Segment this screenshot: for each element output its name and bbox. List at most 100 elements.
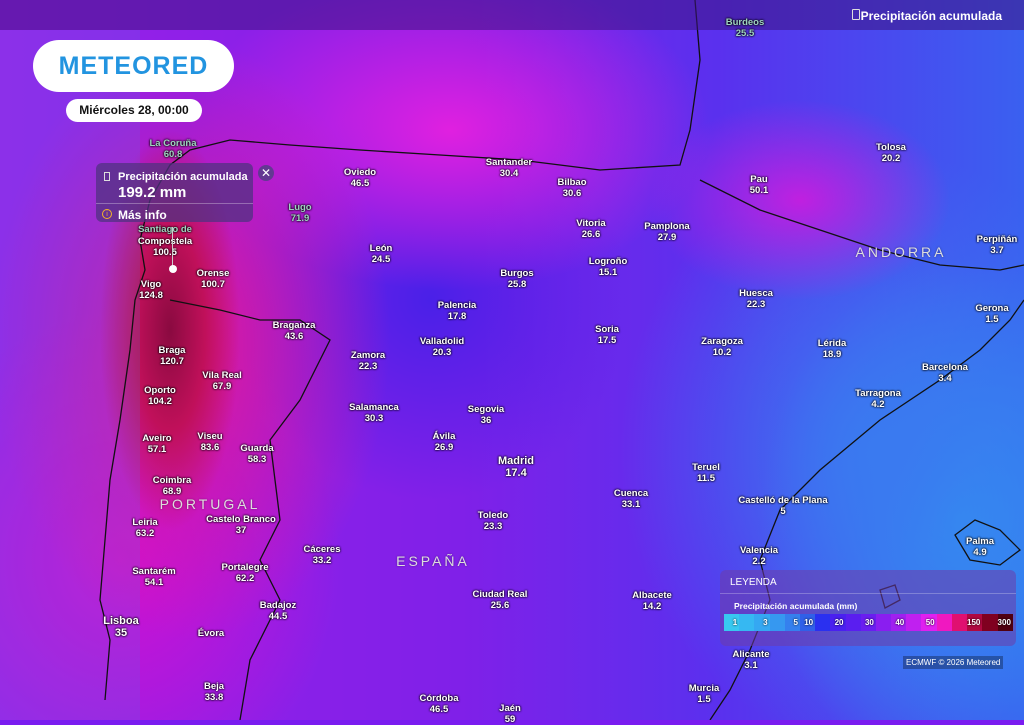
city-name: Santarém xyxy=(132,566,176,577)
city-value: 30.4 xyxy=(499,168,519,179)
more-info-link[interactable]: Más info xyxy=(118,208,167,222)
city-label[interactable]: Évora xyxy=(198,628,224,639)
city-label[interactable]: Alicante 3.1 xyxy=(733,649,770,671)
city-label[interactable]: Palma 4.9 xyxy=(966,536,994,558)
city-name: Orense xyxy=(196,268,230,279)
city-label[interactable]: Lugo 71.9 xyxy=(288,202,311,224)
divider xyxy=(96,203,253,204)
city-label[interactable]: Logroño 15.1 xyxy=(589,256,628,278)
city-label[interactable]: Perpiñán 3.7 xyxy=(977,234,1018,256)
city-name: Barcelona xyxy=(922,362,968,373)
city-label[interactable]: Cuenca 33.1 xyxy=(614,488,648,510)
city-label[interactable]: Ávila 26.9 xyxy=(433,431,456,453)
city-label[interactable]: Aveiro 57.1 xyxy=(142,433,171,455)
country-label: ANDORRA xyxy=(855,244,947,260)
city-label[interactable]: Coimbra 68.9 xyxy=(153,475,192,497)
city-label[interactable]: Lisboa 35 xyxy=(103,615,138,639)
location-pin[interactable] xyxy=(169,265,177,273)
city-label[interactable]: Santander 30.4 xyxy=(486,157,532,179)
date-selector[interactable]: Miércoles 28, 00:00 xyxy=(66,99,202,122)
city-label[interactable]: Vigo 124.8 xyxy=(139,279,163,301)
city-name: La Coruña xyxy=(149,138,197,149)
city-name: Jaén xyxy=(499,703,521,714)
city-label[interactable]: Zaragoza 10.2 xyxy=(701,336,743,358)
city-label[interactable]: Vitoria 26.6 xyxy=(576,218,605,240)
city-label[interactable]: Braga 120.7 xyxy=(159,345,186,367)
city-label[interactable]: León 24.5 xyxy=(370,243,393,265)
city-label[interactable]: Toledo 23.3 xyxy=(478,510,508,532)
city-name: Pau xyxy=(750,174,768,185)
city-label[interactable]: Segovia 36 xyxy=(468,404,504,426)
city-label[interactable]: Burdeos 25.5 xyxy=(726,17,765,39)
city-label[interactable]: Murcia 1.5 xyxy=(689,683,720,705)
city-label[interactable]: Burgos 25.8 xyxy=(500,268,533,290)
city-name: Valladolid xyxy=(419,336,465,347)
city-value: 20.3 xyxy=(432,347,452,358)
city-label[interactable]: Teruel 11.5 xyxy=(692,462,720,484)
city-name: Teruel xyxy=(692,462,720,473)
city-label[interactable]: Palencia 17.8 xyxy=(438,300,477,322)
city-label[interactable]: Cáceres 33.2 xyxy=(304,544,341,566)
city-value: 27.9 xyxy=(657,232,677,243)
city-name: Braga xyxy=(158,345,186,356)
divider xyxy=(720,593,1016,594)
city-label[interactable]: Portalegre 62.2 xyxy=(222,562,269,584)
city-value: 35 xyxy=(114,627,128,639)
city-label[interactable]: Badajoz 44.5 xyxy=(260,600,296,622)
city-label[interactable]: Madrid 17.4 xyxy=(498,455,534,479)
city-label[interactable]: Zamora 22.3 xyxy=(351,350,385,372)
city-label[interactable]: Jaén 59 xyxy=(499,703,521,725)
city-value: 17.4 xyxy=(505,467,527,479)
city-value: 36 xyxy=(480,415,492,426)
city-label[interactable]: Oporto 104.2 xyxy=(144,385,176,407)
city-label[interactable]: Córdoba 46.5 xyxy=(419,693,458,715)
city-label[interactable]: Ciudad Real 25.6 xyxy=(473,589,528,611)
city-label[interactable]: Lérida 18.9 xyxy=(818,338,847,360)
city-label[interactable]: Bilbao 30.6 xyxy=(557,177,586,199)
city-name: Santander xyxy=(485,157,533,168)
legend-subtitle: Precipitación acumulada (mm) xyxy=(734,601,858,611)
city-name: Salamanca xyxy=(349,402,399,413)
city-value: 1.5 xyxy=(697,694,711,705)
city-label[interactable]: Valladolid 20.3 xyxy=(420,336,464,358)
city-name: Alicante xyxy=(732,649,770,660)
city-name: Burdeos xyxy=(725,17,765,28)
city-value: 100.5 xyxy=(153,247,177,258)
scale-step: 150 xyxy=(967,614,983,631)
city-label[interactable]: Tarragona 4.2 xyxy=(855,388,901,410)
city-label[interactable]: La Coruña 60.8 xyxy=(150,138,197,160)
city-label[interactable]: Gerona 1.5 xyxy=(975,303,1008,325)
close-popup-button[interactable]: ✕ xyxy=(258,165,274,181)
city-label[interactable]: Castelo Branco 37 xyxy=(206,514,276,536)
city-label[interactable]: Vila Real 67.9 xyxy=(202,370,241,392)
city-name: Segovia xyxy=(467,404,505,415)
city-label[interactable]: Albacete 14.2 xyxy=(632,590,672,612)
meteored-logo[interactable]: METEORED xyxy=(33,40,234,92)
city-label[interactable]: Oviedo 46.5 xyxy=(344,167,376,189)
city-name: Lisboa xyxy=(103,615,139,627)
city-label[interactable]: Valencia 2.2 xyxy=(740,545,778,567)
city-label[interactable]: Santarém 54.1 xyxy=(132,566,175,588)
city-label[interactable]: Guarda 58.3 xyxy=(240,443,273,465)
city-value: 26.9 xyxy=(434,442,454,453)
city-label[interactable]: Viseu 83.6 xyxy=(197,431,222,453)
city-label[interactable]: Barcelona 3.4 xyxy=(922,362,968,384)
city-name: Cáceres xyxy=(303,544,341,555)
city-label[interactable]: Santiago de xyxy=(138,224,192,235)
city-label[interactable]: Tolosa 20.2 xyxy=(876,142,906,164)
scale-step: 1 xyxy=(724,614,740,631)
city-label[interactable]: Leiria 63.2 xyxy=(132,517,157,539)
city-label[interactable]: Orense 100.7 xyxy=(197,268,230,290)
city-label[interactable]: Huesca 22.3 xyxy=(739,288,773,310)
city-label[interactable]: Castelló de la Plana 5 xyxy=(738,495,827,517)
city-value: 46.5 xyxy=(429,704,449,715)
city-label[interactable]: Salamanca 30.3 xyxy=(349,402,399,424)
city-label[interactable]: Soria 17.5 xyxy=(595,324,619,346)
city-label[interactable]: Pamplona 27.9 xyxy=(644,221,689,243)
city-label[interactable]: Compostela 100.5 xyxy=(138,236,192,258)
city-label[interactable]: Beja 33.8 xyxy=(204,681,224,703)
city-label[interactable]: Braganza 43.6 xyxy=(273,320,316,342)
city-label[interactable]: Pau 50.1 xyxy=(750,174,769,196)
